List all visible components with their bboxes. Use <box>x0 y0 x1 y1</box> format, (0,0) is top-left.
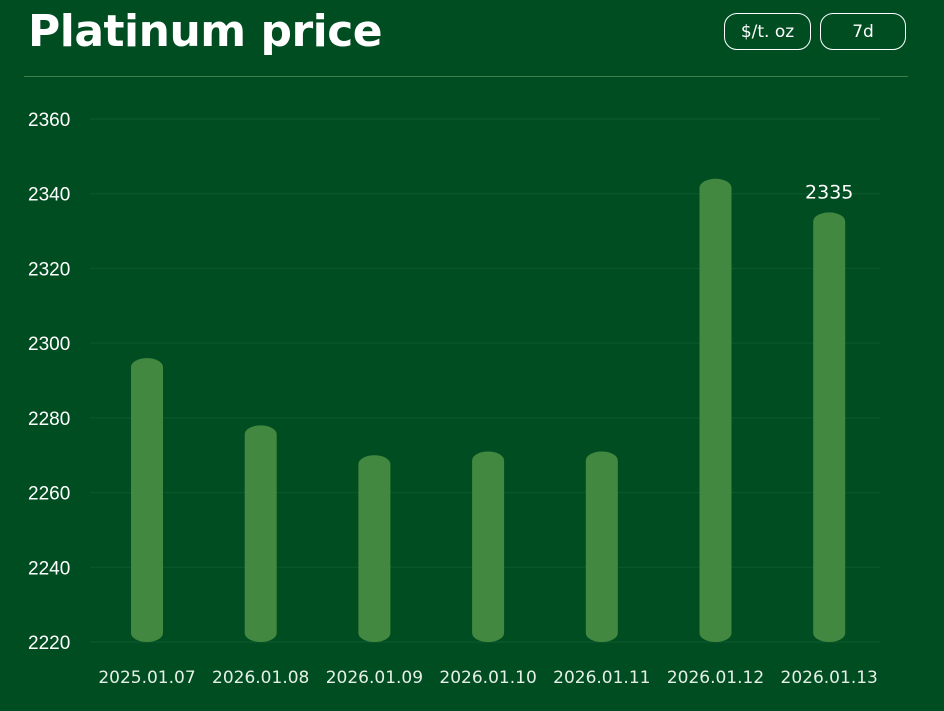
x-tick-label: 2026.01.08 <box>212 668 309 688</box>
x-tick-label: 2026.01.09 <box>326 668 423 688</box>
bar-2026.01.09[interactable] <box>358 455 391 642</box>
x-tick-label: 2026.01.11 <box>553 668 650 688</box>
page-title: Platinum price <box>28 6 383 57</box>
y-tick-label: 2300 <box>28 334 70 355</box>
x-tick-label: 2025.01.07 <box>98 668 195 688</box>
bar-2026.01.13[interactable] <box>813 212 846 642</box>
x-tick-label: 2026.01.13 <box>781 668 878 688</box>
bar-2026.01.10[interactable] <box>472 451 505 642</box>
bar-2026.01.08[interactable] <box>244 425 277 642</box>
x-tick-label: 2026.01.12 <box>667 668 764 688</box>
unit-selector-button[interactable]: $/t. oz <box>724 13 811 50</box>
x-tick-label: 2026.01.10 <box>439 668 536 688</box>
bar-2025.01.07[interactable] <box>131 358 163 642</box>
y-tick-label: 2220 <box>28 633 70 654</box>
y-tick-label: 2320 <box>28 259 70 280</box>
data-label: 2335 <box>805 181 853 203</box>
y-tick-label: 2280 <box>28 409 70 430</box>
bar-2026.01.11[interactable] <box>585 451 618 642</box>
y-tick-label: 2340 <box>28 185 70 206</box>
time-range-button[interactable]: 7d <box>820 13 906 50</box>
bar-2026.01.12[interactable] <box>699 178 732 642</box>
y-tick-label: 2360 <box>28 110 70 131</box>
header-divider <box>24 76 908 77</box>
y-tick-label: 2240 <box>28 558 70 579</box>
y-tick-label: 2260 <box>28 484 70 505</box>
